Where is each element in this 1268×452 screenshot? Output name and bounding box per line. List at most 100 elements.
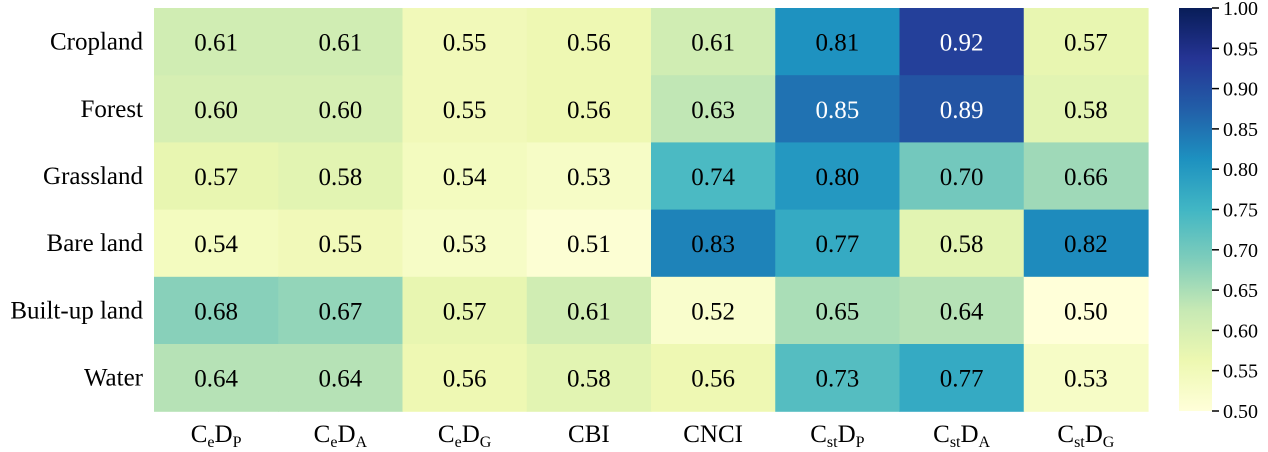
cell-value-label: 0.64 [940,298,984,325]
cell-value-label: 0.56 [567,30,611,57]
heatmap-cell [651,209,776,278]
heatmap-cell [775,344,901,412]
heatmap-cell [899,344,1025,412]
colorbar-tick-label: 0.60 [1223,320,1258,342]
heatmap-cell [775,209,901,278]
cell-value-label: 0.56 [443,366,487,393]
cell-value-label: 0.55 [443,30,487,57]
cell-value-label: 0.92 [940,30,984,57]
heatmap-cell [402,8,528,76]
cell-value-label: 0.74 [691,164,735,191]
column-label: CeDG [438,421,492,447]
heatmap-cell [775,142,901,211]
cell-value-label: 0.53 [567,164,611,191]
heatmap-cell [154,276,279,345]
cell-value-label: 0.50 [1064,298,1108,325]
cell-value-label: 0.64 [319,366,363,393]
colorbar-tick-label: 0.90 [1223,79,1258,101]
heatmap-cell [402,276,528,345]
heatmap-cell [651,142,776,211]
cell-value-label: 0.53 [1064,366,1108,393]
cell-value-label: 0.57 [1064,30,1108,57]
heatmap-cell [775,75,901,143]
heatmap-cell [278,75,404,143]
colorbar-tick-label: 0.75 [1223,200,1258,222]
row-label: Forest [81,96,144,123]
colorbar-tick-label: 0.85 [1223,119,1258,141]
cell-value-label: 0.65 [816,298,860,325]
cell-value-label: 0.89 [940,97,984,124]
cell-value-label: 0.60 [194,97,238,124]
heatmap-cell [899,8,1025,76]
column-labels: CeDP CeDA CeDG CBI CNCI CstDP CstDA CstDG [191,421,1115,451]
cell-value-label: 0.58 [567,366,611,393]
cell-value-label: 0.55 [319,231,363,258]
cell-value-label: 0.77 [816,231,860,258]
colorbar-tick-label: 0.65 [1223,280,1258,302]
row-label: Cropland [50,29,144,56]
heatmap-cell [1023,8,1149,76]
cell-value-label: 0.61 [567,298,611,325]
heatmap-cell [154,75,279,143]
colorbar: 0.50 0.55 0.60 0.65 0.70 0.75 0.80 0.85 0.90 0.95… [1179,0,1258,423]
cell-value-label: 0.73 [816,366,860,393]
cell-value-label: 0.85 [816,97,860,124]
cell-value-label: 0.51 [567,231,611,258]
row-label: Grassland [43,163,143,190]
cell-value-label: 0.55 [443,97,487,124]
heatmap-cell [899,75,1025,143]
heatmap-cell [651,276,776,345]
heatmap-cell [526,75,652,143]
cell-value-label: 0.54 [194,231,238,258]
heatmap-cell [278,344,404,412]
cell-value-label: 0.82 [1064,231,1108,258]
heatmap-cell [402,142,528,211]
heatmap-cell [154,8,279,76]
heatmap-cell [651,344,776,412]
heatmap-cell [402,75,528,143]
cell-value-label: 0.61 [691,30,735,57]
heatmap-cell [651,8,776,76]
cell-value-label: 0.57 [443,298,487,325]
cell-value-label: 0.67 [319,298,363,325]
cell-value-label: 0.61 [319,30,363,57]
heatmap-cell [154,142,279,211]
heatmap-cell [526,209,652,278]
cell-value-label: 0.58 [319,164,363,191]
cell-value-label: 0.53 [443,231,487,258]
heatmap-cell [1023,344,1149,412]
heatmap-cell [1023,75,1149,143]
heatmap-cell [278,142,404,211]
cell-value-label: 0.58 [940,231,984,258]
colorbar-tick-label: 0.95 [1223,38,1258,60]
cell-value-label: 0.77 [940,366,984,393]
heatmap-cell [402,344,528,412]
cell-value-label: 0.60 [319,97,363,124]
cell-value-label: 0.52 [691,298,735,325]
heatmap-cell [154,344,279,412]
heatmap-cell [278,209,404,278]
heatmap-cell [526,276,652,345]
heatmap-cell [775,276,901,345]
colorbar-gradient [1179,8,1212,411]
colorbar-tick-label: 0.80 [1223,159,1258,181]
colorbar-tick-label: 0.50 [1223,401,1258,423]
heatmap-cell [899,142,1025,211]
heatmap-cell [899,209,1025,278]
heatmap-cell [1023,276,1149,345]
column-label: CeDA [314,421,368,447]
heatmap-cell [526,8,652,76]
column-label: CstDG [1057,421,1114,447]
cell-value-label: 0.56 [567,97,611,124]
heatmap-cell [1023,142,1149,211]
heatmap-cell [278,276,404,345]
heatmap-cell [651,75,776,143]
heatmap-cell [899,276,1025,345]
heatmap-cell [278,8,404,76]
cell-value-label: 0.63 [691,97,735,124]
cell-value-label: 0.61 [194,30,238,57]
row-label: Bare land [47,230,144,257]
column-label: CstDP [810,421,864,447]
